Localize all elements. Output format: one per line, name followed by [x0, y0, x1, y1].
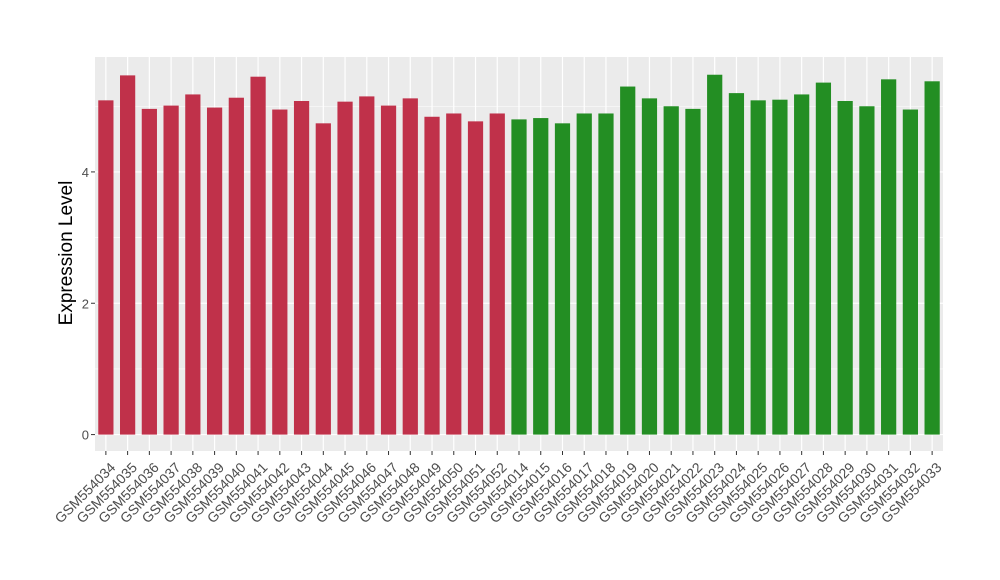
- y-tick-label: 4: [82, 165, 89, 180]
- bar: [467, 121, 484, 435]
- y-axis-title: Expression Level: [56, 181, 77, 326]
- y-tick-label: 0: [82, 428, 89, 443]
- bar: [228, 97, 244, 435]
- bar: [772, 99, 788, 435]
- bar: [163, 105, 179, 435]
- bars: [98, 74, 940, 435]
- bar: [663, 106, 679, 435]
- bar: [293, 100, 310, 435]
- bar: [380, 105, 397, 435]
- bar: [728, 93, 745, 435]
- bar: [837, 100, 853, 435]
- bar: [272, 109, 288, 435]
- bar: [707, 74, 723, 435]
- bar: [533, 118, 549, 435]
- bar: [489, 113, 505, 435]
- bar: [185, 94, 201, 435]
- bar: [206, 107, 223, 435]
- bar: [98, 100, 114, 435]
- bar: [685, 108, 701, 435]
- bar: [750, 100, 766, 435]
- bar: [576, 113, 592, 435]
- bar: [402, 98, 418, 435]
- bar: [315, 123, 331, 435]
- bar: [359, 96, 375, 435]
- bar: [554, 123, 571, 435]
- bar: [446, 113, 462, 435]
- x-axis: GSM554034GSM554035GSM554036GSM554037GSM5…: [51, 451, 945, 526]
- bar: [794, 94, 810, 435]
- bar: [902, 109, 918, 435]
- bar: [924, 81, 940, 435]
- bar: [120, 75, 136, 435]
- bar: [250, 76, 266, 435]
- bar: [815, 82, 832, 435]
- bar: [859, 106, 875, 435]
- bar: [881, 79, 897, 435]
- bar: [641, 98, 658, 435]
- bar: [424, 116, 440, 435]
- y-axis: 0 2 4: [82, 165, 95, 443]
- bar: [337, 101, 353, 435]
- bar: [598, 113, 614, 435]
- bar: [141, 108, 157, 435]
- bar: [620, 86, 636, 435]
- y-tick-label: 2: [82, 296, 89, 311]
- bar: [511, 119, 527, 435]
